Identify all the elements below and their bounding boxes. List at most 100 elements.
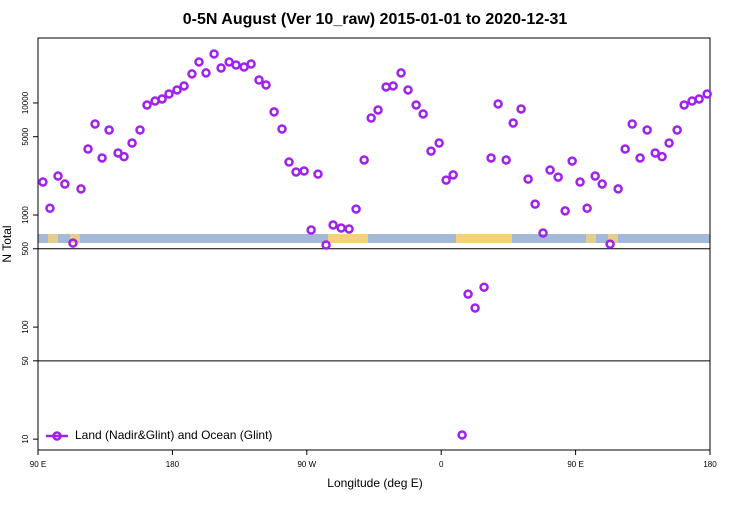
point (590, 171, 600, 181)
point (254, 75, 264, 85)
point (142, 100, 152, 110)
point (76, 184, 86, 194)
point (313, 169, 323, 179)
point (97, 153, 107, 163)
chart-title: 0-5N August (Ver 10_raw) 2015-01-01 to 2… (183, 11, 568, 28)
point (620, 144, 630, 154)
x-axis-label: Longitude (deg E) (327, 476, 422, 490)
point (216, 63, 226, 73)
point (359, 155, 369, 165)
point (164, 89, 174, 99)
point (306, 225, 316, 235)
point (679, 100, 689, 110)
point (567, 156, 577, 166)
point (635, 153, 645, 163)
point (328, 220, 338, 230)
point (127, 138, 137, 148)
x-tick-label: 180 (166, 460, 180, 469)
point (523, 174, 533, 184)
point (172, 85, 182, 95)
point (657, 151, 667, 162)
point (493, 99, 503, 109)
point (321, 240, 331, 250)
point (538, 228, 548, 238)
y-tick-label: 5000 (21, 127, 30, 145)
point (479, 282, 489, 292)
land-band (328, 234, 368, 243)
point (545, 165, 555, 175)
point (284, 157, 294, 167)
point (119, 151, 129, 162)
point (702, 89, 712, 99)
point (664, 138, 674, 148)
point (650, 148, 660, 158)
point (530, 199, 540, 209)
point (642, 125, 652, 135)
point (613, 184, 623, 194)
point (597, 179, 607, 189)
x-tick-label: 90 E (567, 460, 583, 469)
point (605, 239, 615, 249)
x-tick-label: 90 E (30, 460, 46, 469)
ocean-band (38, 234, 710, 243)
land-band (70, 234, 80, 243)
point (45, 203, 55, 213)
land-band (586, 234, 596, 243)
point (411, 100, 421, 110)
plot-frame (37, 37, 711, 451)
x-tick-label: 90 W (297, 460, 316, 469)
point (351, 204, 361, 214)
point (299, 166, 309, 176)
point (672, 125, 682, 135)
point (90, 119, 100, 129)
point (157, 94, 167, 104)
legend-marker (52, 431, 62, 441)
point (441, 175, 451, 185)
point (336, 223, 346, 233)
land-band (48, 234, 58, 243)
point (344, 224, 354, 234)
point (434, 138, 444, 148)
x-tick-label: 180 (703, 460, 717, 469)
point (135, 125, 145, 135)
point (53, 171, 63, 181)
point (83, 144, 93, 154)
legend-label: Land (Nadir&Glint) and Ocean (Glint) (75, 428, 272, 442)
point (457, 430, 467, 440)
point (187, 69, 197, 79)
point (38, 177, 48, 187)
point (418, 109, 428, 119)
point (470, 303, 480, 313)
point (209, 49, 219, 59)
land-band (608, 234, 618, 243)
point (201, 68, 211, 78)
point (291, 167, 301, 177)
point (104, 125, 114, 135)
point (516, 104, 526, 114)
y-tick-label: 500 (21, 242, 30, 256)
land-band (456, 234, 512, 243)
point (448, 170, 458, 180)
y-axis-label: N Total (0, 225, 14, 262)
point (194, 57, 204, 67)
point (261, 80, 271, 90)
y-tick-label: 10 (21, 434, 30, 443)
y-tick-label: 10000 (21, 91, 30, 114)
point (426, 146, 436, 156)
point (694, 94, 704, 104)
y-tick-label: 1000 (21, 206, 30, 224)
point (68, 238, 78, 248)
point (508, 118, 518, 128)
point (486, 153, 496, 163)
point (560, 206, 570, 216)
point (60, 179, 70, 189)
point (269, 107, 279, 117)
point (231, 60, 241, 70)
point (366, 113, 376, 123)
point (627, 119, 637, 129)
point (575, 177, 585, 187)
point (246, 59, 256, 69)
surface-band (38, 234, 710, 243)
point (463, 289, 473, 299)
